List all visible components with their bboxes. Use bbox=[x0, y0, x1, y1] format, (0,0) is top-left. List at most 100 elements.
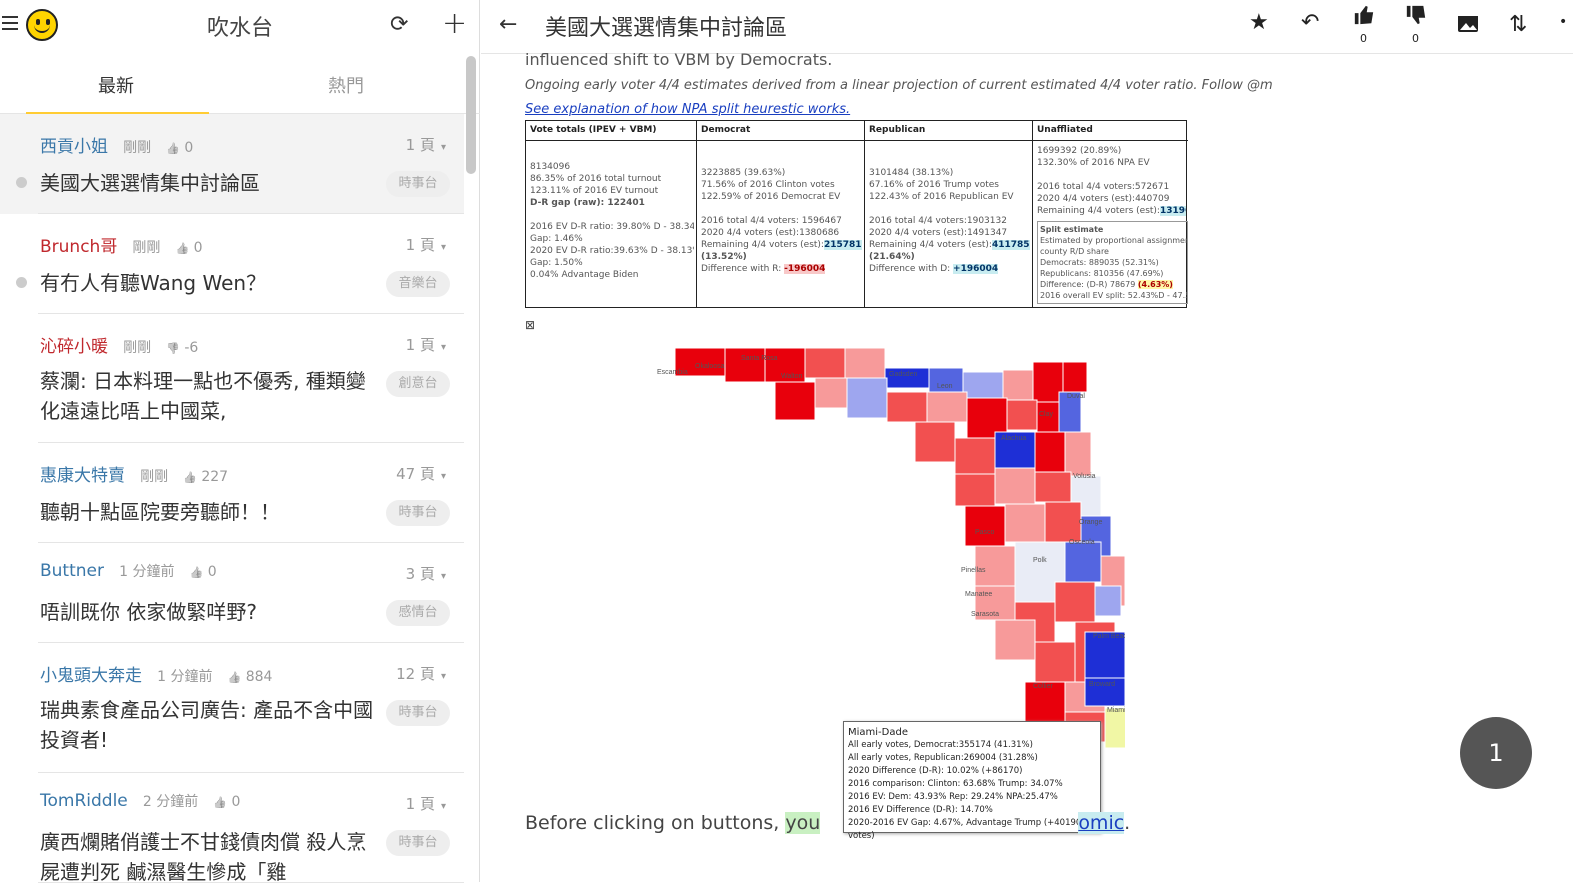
map-county[interactable] bbox=[994, 619, 1036, 661]
thread-author[interactable]: Brunch哥 bbox=[40, 237, 118, 257]
thread-author[interactable]: 沁碎小暖 bbox=[40, 337, 108, 357]
image-toggle-icon[interactable] bbox=[1457, 14, 1479, 39]
map-county[interactable] bbox=[1006, 399, 1038, 431]
map-county[interactable] bbox=[914, 421, 956, 463]
map-county[interactable] bbox=[928, 367, 964, 393]
table-line bbox=[1037, 169, 1186, 181]
hamburger-menu-icon[interactable] bbox=[2, 12, 20, 32]
map-county[interactable] bbox=[926, 391, 968, 423]
thread-pages[interactable]: 1 頁 ▾ bbox=[405, 136, 446, 154]
map-county[interactable] bbox=[764, 348, 806, 383]
map-county[interactable] bbox=[1034, 471, 1072, 503]
thumbs-up-icon[interactable] bbox=[1353, 4, 1375, 32]
map-county[interactable] bbox=[954, 437, 996, 475]
tab-latest[interactable]: 最新 bbox=[98, 76, 134, 97]
thread-author[interactable]: 西貢小姐 bbox=[40, 137, 108, 157]
thumbs-down-icon[interactable] bbox=[1405, 4, 1427, 32]
map-county[interactable] bbox=[954, 473, 996, 507]
thread-meta: 惠康大特賣 剛剛 👍 227 bbox=[40, 461, 228, 486]
table-header: Unaffliated bbox=[1033, 121, 1188, 141]
map-county[interactable] bbox=[1094, 585, 1122, 617]
table-line: 2020 4/4 voters (est):1491347 bbox=[869, 228, 1008, 238]
thread-divider bbox=[38, 442, 464, 443]
thread-pages[interactable]: 1 頁 ▾ bbox=[405, 795, 446, 813]
map-county[interactable] bbox=[1004, 503, 1046, 543]
thread-pages[interactable]: 12 頁 ▾ bbox=[396, 665, 446, 683]
map-county[interactable] bbox=[814, 377, 848, 409]
map-county[interactable] bbox=[724, 348, 766, 383]
thread-category-badge[interactable]: 時事台 bbox=[386, 830, 450, 856]
thread-item[interactable]: 西貢小姐 剛剛 👍 0 1 頁 ▾ 美國大選選情集中討論區 時事台 bbox=[0, 114, 464, 214]
map-county-label: Collier bbox=[1033, 683, 1054, 690]
thread-title: 聽朝十點區院要旁聽師！！ bbox=[40, 500, 280, 524]
map-county[interactable] bbox=[1002, 369, 1034, 401]
map-county[interactable] bbox=[974, 545, 1016, 587]
thread-item[interactable]: 沁碎小暖 剛剛 👎 -6 1 頁 ▾ 蔡瀾: 日本料理一點也不優秀, 種類變化遠遠… bbox=[0, 314, 464, 443]
thread-like-count: 👍 0 bbox=[213, 794, 241, 810]
map-county[interactable] bbox=[966, 397, 1008, 439]
map-county[interactable] bbox=[674, 348, 726, 377]
thread-author[interactable]: 小鬼頭大奔走 bbox=[40, 666, 142, 686]
map-county[interactable] bbox=[1032, 361, 1064, 403]
map-county[interactable] bbox=[1044, 501, 1082, 543]
back-arrow-icon[interactable]: ← bbox=[499, 12, 518, 37]
map-county[interactable] bbox=[774, 381, 816, 421]
map-county[interactable] bbox=[1104, 707, 1125, 749]
map-county[interactable] bbox=[1024, 681, 1066, 723]
map-county[interactable] bbox=[1064, 431, 1092, 477]
map-county[interactable] bbox=[1084, 631, 1125, 679]
thread-category-badge[interactable]: 創意台 bbox=[386, 371, 450, 397]
map-county[interactable] bbox=[1084, 677, 1125, 707]
thread-item[interactable]: TomRiddle 2 分鐘前 👍 0 1 頁 ▾ 廣西爛賭俏護士不甘錢債肉償 殺… bbox=[0, 773, 464, 884]
thread-item[interactable]: Buttner 1 分鐘前 👍 0 3 頁 ▾ 唔訓既你 依家做緊咩野? 感情台 bbox=[0, 543, 464, 643]
reply-icon[interactable]: ↶ bbox=[1301, 10, 1320, 35]
page-number-fab[interactable]: 1 bbox=[1460, 717, 1532, 789]
map-county[interactable] bbox=[964, 505, 1006, 547]
map-county[interactable] bbox=[1034, 431, 1066, 473]
thread-list-scrollbar[interactable] bbox=[466, 56, 476, 174]
map-county[interactable] bbox=[1062, 361, 1088, 393]
thread-meta: 小鬼頭大奔走 1 分鐘前 👍 884 bbox=[40, 661, 272, 686]
thread-pages[interactable]: 3 頁 ▾ bbox=[405, 565, 446, 583]
thread-item[interactable]: 小鬼頭大奔走 1 分鐘前 👍 884 12 頁 ▾ 瑞典素食產品公司廣告: 產品不… bbox=[0, 643, 464, 773]
smiley-logo-icon[interactable] bbox=[26, 9, 58, 41]
tab-hot[interactable]: 熱門 bbox=[328, 76, 364, 97]
map-county[interactable] bbox=[886, 391, 928, 423]
thread-item[interactable]: 惠康大特賣 剛剛 👍 227 47 頁 ▾ 聽朝十點區院要旁聽師！！ 時事台 bbox=[0, 443, 464, 543]
thread-pages[interactable]: 1 頁 ▾ bbox=[405, 336, 446, 354]
thread-category-badge[interactable]: 時事台 bbox=[386, 700, 450, 726]
map-county[interactable] bbox=[804, 348, 846, 379]
map-county[interactable] bbox=[974, 585, 1016, 621]
map-county[interactable] bbox=[844, 348, 886, 379]
sort-icon[interactable]: ⇅ bbox=[1509, 12, 1528, 37]
map-county[interactable] bbox=[1064, 541, 1102, 583]
map-county[interactable] bbox=[1034, 641, 1076, 683]
more-options-icon[interactable]: • bbox=[1559, 14, 1568, 30]
thread-title: 美國大選選情集中討論區 bbox=[545, 16, 788, 41]
channel-title: 吹水台 bbox=[206, 16, 273, 41]
tooltip-title: Miami-Dade bbox=[848, 727, 908, 738]
thread-meta: 西貢小姐 剛剛 👍 0 bbox=[40, 132, 193, 157]
map-county[interactable] bbox=[1054, 581, 1096, 623]
thread-author[interactable]: Buttner bbox=[40, 561, 104, 581]
table-line: Remaining 4/4 voters (est):13196 bbox=[1037, 205, 1186, 217]
table-line: Difference with R: -196004 bbox=[701, 264, 826, 274]
map-county[interactable] bbox=[994, 431, 1036, 469]
new-thread-icon[interactable]: + bbox=[442, 6, 468, 41]
thread-category-badge[interactable]: 時事台 bbox=[386, 500, 450, 526]
map-county[interactable] bbox=[846, 377, 888, 419]
star-icon[interactable]: ★ bbox=[1249, 10, 1269, 35]
map-county[interactable] bbox=[962, 371, 1004, 399]
thread-author[interactable]: 惠康大特賣 bbox=[40, 466, 125, 486]
refresh-icon[interactable]: ⟳ bbox=[390, 12, 409, 37]
highlight-link[interactable]: omic bbox=[1078, 812, 1125, 834]
thread-item[interactable]: Brunch哥 剛剛 👍 0 1 頁 ▾ 有冇人有聽Wang Wen？ 音樂台 bbox=[0, 214, 464, 314]
thread-category-badge[interactable]: 音樂台 bbox=[386, 271, 450, 297]
map-county[interactable] bbox=[994, 467, 1036, 505]
thread-pages[interactable]: 1 頁 ▾ bbox=[405, 236, 446, 254]
npa-explanation-link[interactable]: See explanation of how NPA split heurest… bbox=[525, 102, 851, 117]
thread-category-badge[interactable]: 感情台 bbox=[386, 600, 450, 626]
thread-author[interactable]: TomRiddle bbox=[40, 791, 128, 811]
thread-pages[interactable]: 47 頁 ▾ bbox=[396, 465, 446, 483]
thread-category-badge[interactable]: 時事台 bbox=[386, 171, 450, 197]
